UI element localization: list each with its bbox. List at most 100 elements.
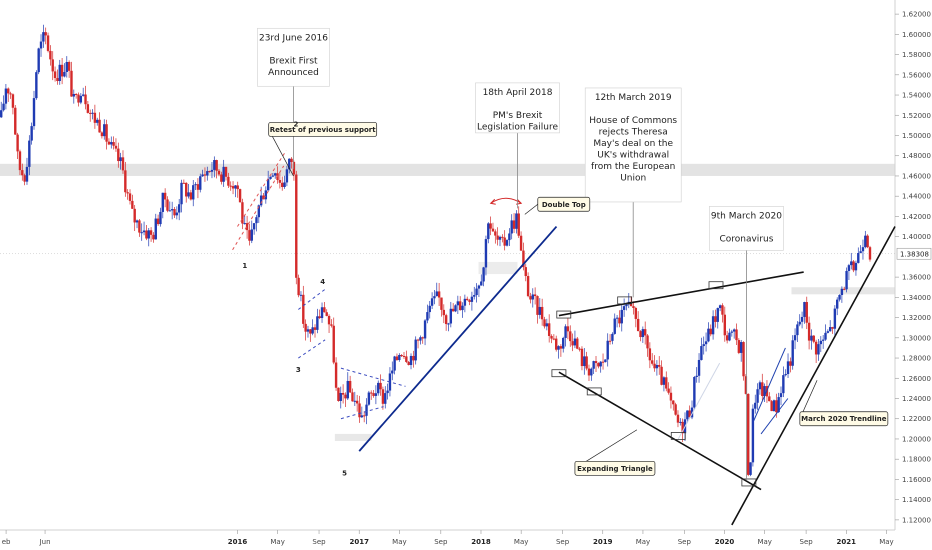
candle-body [316, 316, 319, 330]
candle [477, 284, 481, 297]
event-box [475, 82, 560, 134]
candle-body [786, 361, 790, 375]
candle [555, 335, 558, 352]
candle [295, 170, 298, 285]
candle [316, 308, 319, 334]
candle-body [208, 171, 211, 173]
candle-body [655, 364, 659, 369]
candle-body [826, 331, 830, 333]
wave-label: 3 [296, 366, 301, 374]
candle [756, 383, 759, 410]
candle [128, 189, 132, 205]
candle [599, 361, 602, 373]
candle-body [725, 335, 729, 341]
x-tick-label: 2019 [593, 538, 613, 546]
candle-body [505, 240, 509, 246]
candle [426, 304, 429, 324]
candle-body [779, 393, 783, 398]
pattern-box [670, 432, 686, 440]
candle [665, 371, 668, 392]
candle-body [576, 338, 579, 349]
candle [180, 179, 183, 213]
candle-body [529, 296, 532, 300]
y-tick-label: 1.62000 [902, 11, 931, 19]
arc-arrow-left [489, 198, 496, 205]
candle [269, 176, 272, 180]
candle [714, 309, 717, 328]
y-tick-label: 1.24000 [902, 395, 931, 403]
candle [215, 159, 218, 179]
zone [334, 433, 372, 441]
candle [817, 338, 820, 361]
pattern-boxes [551, 281, 757, 487]
candle-body [515, 213, 518, 229]
candle [651, 353, 654, 366]
candle-body [121, 157, 125, 171]
candle [847, 263, 851, 280]
candle [833, 305, 837, 338]
candle [845, 267, 848, 293]
x-tick-label: May [757, 538, 771, 546]
candle [11, 93, 15, 115]
candle-body [526, 276, 530, 297]
candle [281, 176, 284, 191]
candle [362, 411, 366, 423]
y-tick-label: 1.50000 [902, 132, 931, 140]
candle [243, 215, 246, 225]
candle-body [571, 341, 574, 346]
candle-body [854, 262, 858, 271]
candle [819, 336, 823, 353]
candle [545, 318, 549, 331]
candle-body [475, 288, 478, 296]
candle [824, 324, 827, 341]
candle [562, 336, 565, 353]
x-tick-label: 2020 [715, 538, 735, 546]
candle-body [611, 333, 614, 341]
y-tick-label: 1.20000 [902, 435, 931, 443]
candle [597, 362, 600, 369]
candle-body [135, 220, 139, 223]
candle-body [510, 220, 513, 234]
candle [482, 266, 485, 287]
candle-body [512, 220, 516, 229]
candle [519, 231, 523, 252]
candle-body [360, 415, 364, 418]
candle [468, 298, 471, 306]
y-tick-label: 1.34000 [902, 294, 931, 302]
candle-body [618, 317, 621, 324]
candle [571, 333, 574, 352]
candle-body [761, 382, 764, 397]
candle-body [42, 32, 45, 42]
trendline [731, 226, 896, 526]
candle-body [468, 300, 471, 302]
candle-body [14, 107, 17, 135]
candle-body [39, 41, 43, 49]
candle [337, 387, 340, 402]
candle-body [868, 247, 872, 260]
candle [21, 163, 24, 181]
candle-body [56, 78, 59, 82]
event-text-line: PM's Brexit [493, 111, 543, 121]
candle-body [821, 339, 825, 341]
candle [187, 184, 190, 199]
candle [227, 172, 230, 189]
candle [615, 314, 619, 328]
candle [627, 293, 630, 309]
candle-body [154, 218, 157, 240]
candle [245, 215, 249, 239]
candle [288, 158, 291, 174]
candle-body [367, 392, 371, 405]
candle [126, 189, 129, 200]
candle [447, 322, 450, 332]
candle-body [257, 205, 261, 218]
candle [613, 313, 616, 335]
candle-body [299, 294, 303, 296]
candle-body [807, 322, 811, 341]
candle-body [824, 332, 827, 340]
candle-body [70, 70, 73, 97]
candle-body [690, 407, 694, 418]
candle [578, 347, 581, 352]
candle [611, 332, 614, 345]
